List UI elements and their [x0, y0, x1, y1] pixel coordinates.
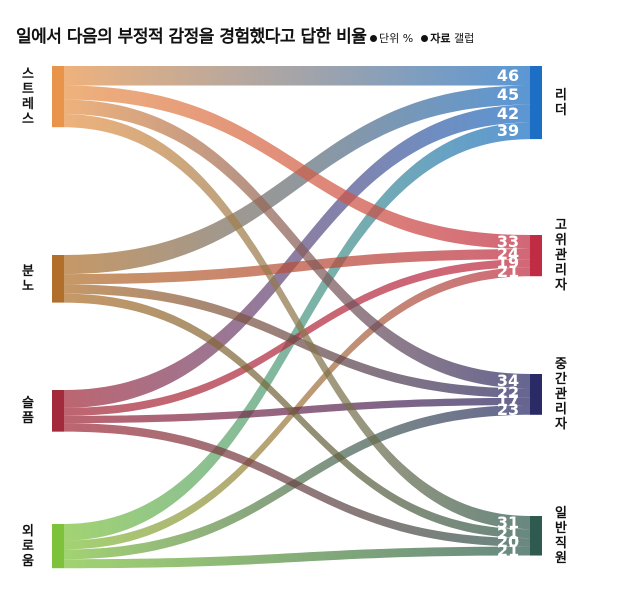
source-label: 자료: [430, 32, 451, 45]
value-label: 21: [496, 261, 520, 281]
flow-2-1: [64, 85, 530, 275]
group-bar-2: [530, 235, 542, 277]
flow-3-1: [64, 104, 530, 408]
bullet-icon: [421, 35, 429, 42]
flow-2-3: [64, 284, 530, 398]
chart-title: 일에서 다음의 부정적 감정을 경험했다고 답한 비율: [16, 27, 367, 47]
flow-1-3: [64, 99, 530, 389]
source-value: 갤럽: [453, 32, 475, 45]
value-label: 24: [496, 244, 520, 264]
flow-2-2: [64, 249, 530, 285]
chart-meta: 단위 % 자료 갤럽: [370, 30, 474, 46]
value-label: 17: [496, 391, 520, 411]
flow-1-4: [64, 114, 530, 530]
flow-2-4: [64, 293, 530, 539]
emotion-bar-2: [52, 255, 64, 303]
emotion-label: 분노: [22, 263, 34, 294]
emotion-bar-4: [52, 524, 64, 569]
value-label: 21: [496, 541, 520, 561]
unit-label: 단위 %: [379, 32, 414, 45]
value-label: 34: [496, 371, 520, 391]
group-label: 일반 직원: [555, 505, 567, 566]
value-label: 46: [496, 65, 520, 85]
group-bar-1: [530, 66, 542, 140]
group-label: 중간 관리자: [555, 356, 567, 432]
flow-1-2: [64, 85, 530, 250]
emotion-bar-3: [52, 390, 64, 432]
flow-4-1: [64, 122, 530, 541]
value-label: 33: [496, 232, 520, 251]
value-label: 20: [496, 532, 520, 552]
value-label: 42: [496, 103, 520, 123]
group-label: 리더: [555, 87, 567, 118]
value-label: 19: [496, 253, 520, 273]
flow-3-3: [64, 397, 530, 424]
value-label: 21: [496, 523, 520, 543]
bullet-icon: [370, 35, 377, 42]
value-label: 31: [496, 512, 520, 532]
emotion-label: 외로움: [22, 523, 34, 569]
flow-3-4: [64, 423, 530, 547]
emotion-bar-1: [52, 66, 64, 128]
emotion-label: 스트레스: [22, 66, 34, 127]
value-label: 39: [496, 120, 520, 140]
value-label: 22: [496, 383, 520, 403]
group-label: 고위 관리자: [555, 218, 567, 294]
flow-4-4: [64, 546, 530, 569]
group-bar-4: [530, 516, 542, 556]
flow-1-1: [64, 66, 530, 86]
value-label: 23: [496, 399, 520, 419]
value-label: 45: [496, 85, 520, 105]
group-bar-3: [530, 374, 542, 415]
emotion-label: 슬픔: [22, 395, 34, 426]
